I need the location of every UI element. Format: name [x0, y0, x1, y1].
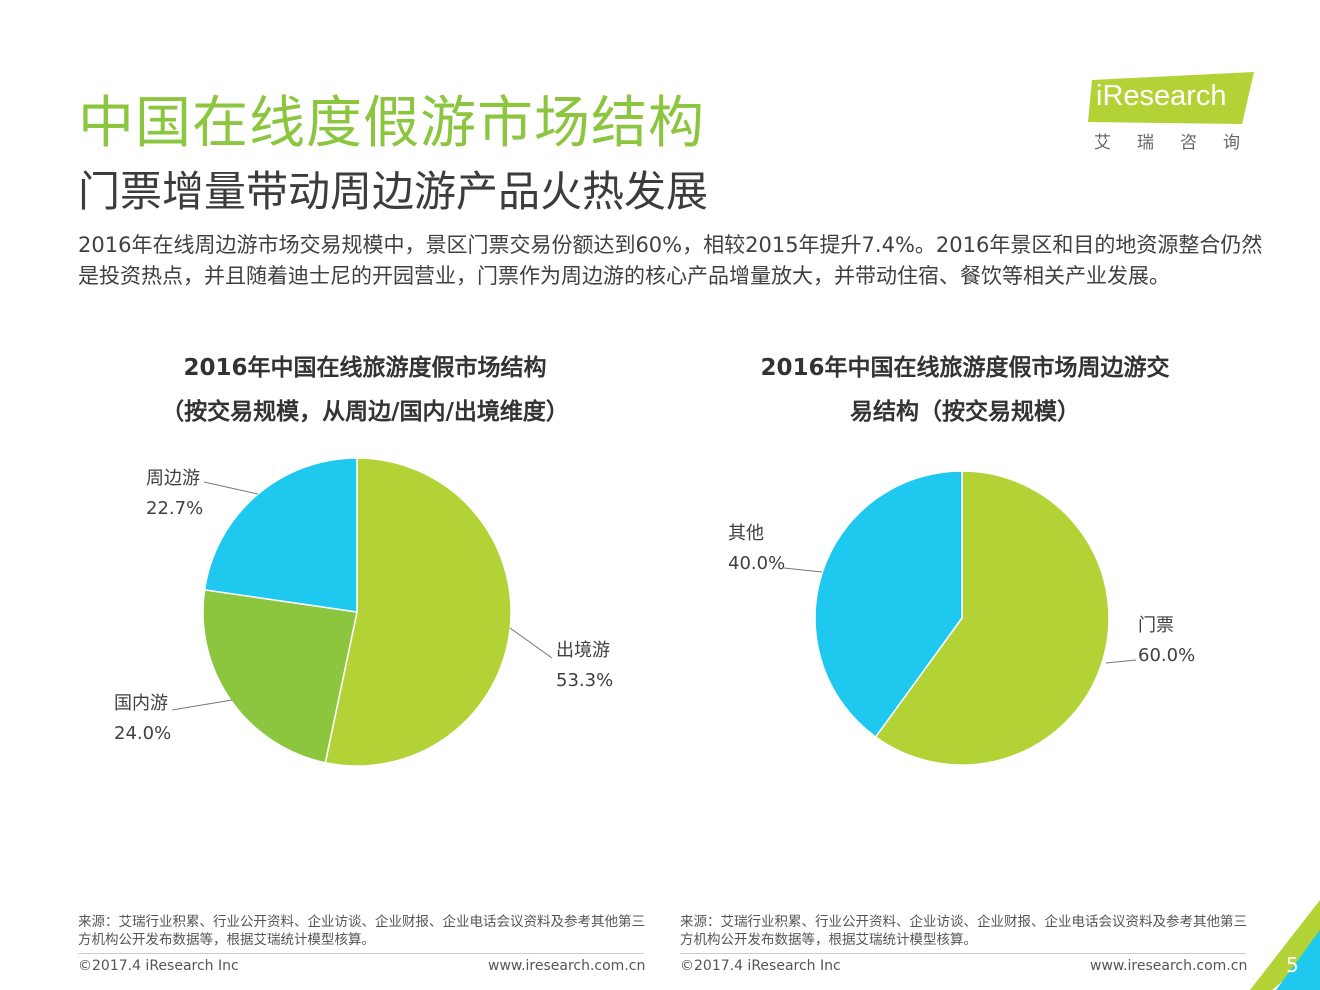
slice-label: 周边游 [146, 468, 200, 489]
page-title: 中国在线度假游市场结构 [78, 91, 705, 156]
slice-value: 53.3% [556, 670, 613, 691]
pie-slice-周边游 [203, 457, 358, 613]
copyright-right: ©2017.4 iResearch Inc [680, 958, 841, 974]
pie-slice-门票 [874, 470, 1110, 766]
slice-value: 24.0% [114, 723, 171, 744]
slice-label: 门票 [1138, 615, 1174, 636]
slice-label: 其他 [728, 523, 764, 544]
summary-text: 2016年在线周边游市场交易规模中，景区门票交易份额达到60%，相较2015年提… [78, 233, 1263, 288]
logo-banner-icon [1088, 72, 1254, 124]
source-note-left: 来源：艾瑞行业积累、行业公开资料、企业访谈、企业财报、企业电话会议资料及参考其他… [78, 914, 645, 948]
chart2-title: 2016年中国在线旅游度假市场周边游交 易结构（按交易规模） [700, 346, 1230, 434]
footer-divider-left [78, 953, 644, 954]
iresearch-logo: iResearch 艾瑞咨询 [1088, 70, 1258, 154]
slice-label: 国内游 [114, 693, 168, 714]
leader-line [509, 627, 553, 659]
corner-decoration-icon [1250, 900, 1320, 990]
logo-subtitle: 艾瑞咨询 [1094, 133, 1266, 153]
leader-line [171, 699, 233, 711]
page-number: 5 [1286, 953, 1299, 977]
chart2-title-line1: 2016年中国在线旅游度假市场周边游交 [760, 355, 1170, 381]
chart2-title-line2: 易结构（按交易规模） [850, 399, 1080, 425]
leader-line [783, 567, 823, 573]
chart1-title-line1: 2016年中国在线旅游度假市场结构 [183, 355, 547, 381]
slice-label: 出境游 [556, 640, 610, 661]
logo-name: iResearch [1096, 80, 1227, 112]
copyright-left: ©2017.4 iResearch Inc [78, 958, 239, 974]
page-subtitle: 门票增量带动周边游产品火热发展 [78, 167, 709, 216]
website-left: www.iresearch.com.cn [488, 958, 646, 974]
slice-value: 60.0% [1138, 645, 1195, 666]
pie-slice-其他 [814, 470, 963, 738]
chart1-title-line2: （按交易规模，从周边/国内/出境维度） [161, 399, 569, 425]
chart1-title: 2016年中国在线旅游度假市场结构 （按交易规模，从周边/国内/出境维度） [100, 346, 630, 434]
slice-value: 22.7% [146, 498, 203, 519]
footer-divider-right [680, 953, 1246, 954]
leader-line [203, 481, 259, 495]
website-right: www.iresearch.com.cn [1090, 958, 1248, 974]
leader-line [1105, 659, 1137, 664]
source-note-right: 来源：艾瑞行业积累、行业公开资料、企业访谈、企业财报、企业电话会议资料及参考其他… [680, 914, 1247, 948]
slice-value: 40.0% [728, 553, 785, 574]
